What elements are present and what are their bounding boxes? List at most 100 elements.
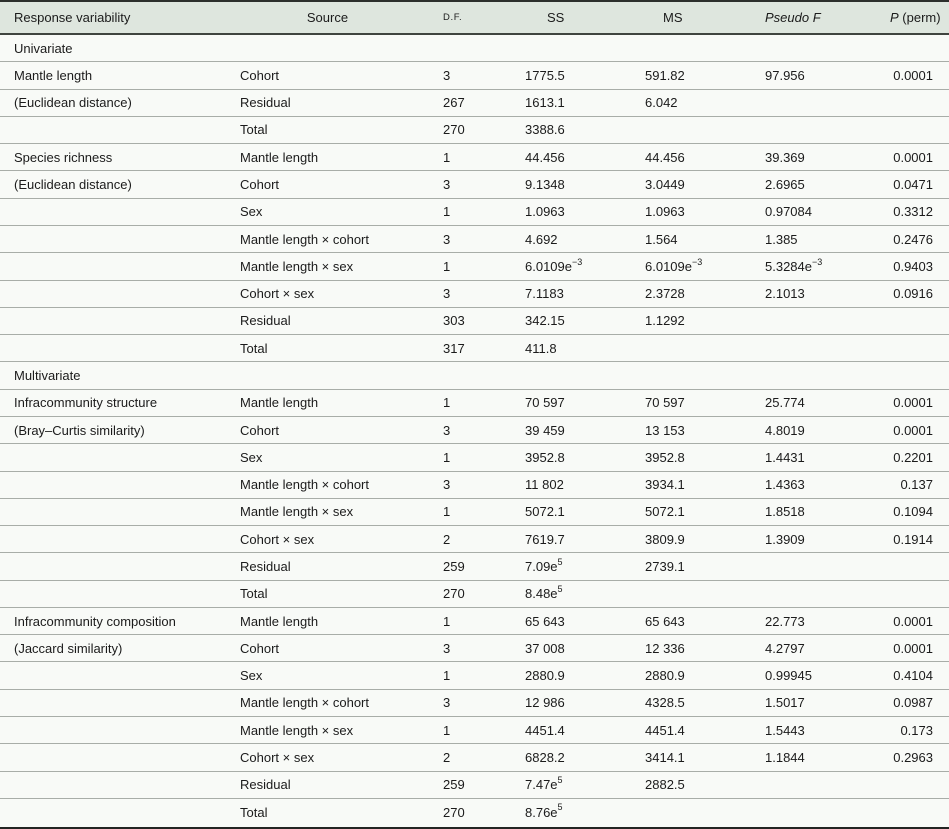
- table-row: Total 317 411.8: [0, 335, 949, 363]
- table-cell: Total: [240, 340, 268, 356]
- value-mantissa: 5.3284e: [765, 258, 812, 274]
- table-cell: 0.2201: [893, 449, 933, 465]
- table-cell: 25.774: [765, 395, 805, 411]
- table-cell: 1: [443, 722, 451, 738]
- table-cell: 2.3728: [645, 286, 685, 302]
- table-cell: 591.82: [645, 67, 685, 83]
- table-cell: Mantle length × cohort: [240, 231, 369, 247]
- table-row: Total 270 3388.6: [0, 117, 949, 145]
- table-cell: 1.8518: [765, 504, 805, 520]
- table-cell: 4451.4: [525, 722, 565, 738]
- table-cell: 12 986: [525, 695, 565, 711]
- table-cell: 11 802: [525, 477, 564, 493]
- table-cell: 12 336: [645, 640, 685, 656]
- table-cell: (Euclidean distance): [14, 95, 132, 111]
- table-cell: Cohort: [240, 422, 280, 438]
- table-cell: Mantle length × sex: [240, 258, 354, 274]
- table-cell: 2880.9: [645, 668, 685, 684]
- section-row: Univariate: [0, 35, 949, 63]
- table-body: Univariate Mantle length Cohort 3 1775.5 591.…: [0, 35, 949, 825]
- table-cell: 4.692: [525, 231, 558, 247]
- table-row: Sex 1 3952.8 3952.8 1.4431 0.2201: [0, 444, 949, 472]
- table-cell: 1: [443, 258, 451, 274]
- table-cell: (Euclidean distance): [14, 177, 132, 193]
- table-cell: 2: [443, 531, 451, 547]
- section-row: Multivariate: [0, 362, 949, 390]
- table-cell: 1.5443: [765, 722, 805, 738]
- table-cell: 0.2963: [893, 749, 933, 765]
- table-cell: 22.773: [765, 613, 805, 629]
- header-p-symbol: P: [890, 10, 899, 25]
- table-cell: 1.1292: [645, 313, 685, 329]
- table-cell: 13 153: [645, 422, 685, 438]
- header-pseudo-f: Pseudo F: [765, 10, 821, 25]
- table-cell: 267: [443, 95, 465, 111]
- header-df: D.F.: [443, 12, 463, 23]
- table-row: Mantle length × cohort 3 12 986 4328.5 1.501…: [0, 690, 949, 718]
- table-cell: 5072.1: [645, 504, 685, 520]
- table-cell: 1: [443, 613, 451, 629]
- table-cell: 0.0001: [893, 149, 933, 165]
- table-cell: Sex: [240, 204, 263, 220]
- table-cell: 3809.9: [645, 531, 685, 547]
- table-cell: Total: [240, 122, 268, 138]
- table-row: Sex 1 1.0963 1.0963 0.97084 0.3312: [0, 199, 949, 226]
- value-mantissa: 6.0109e: [525, 258, 572, 274]
- table-row: Infracommunity composition Mantle length 1…: [0, 608, 949, 636]
- table-cell: 259: [443, 777, 465, 793]
- table-cell: 0.9403: [893, 258, 933, 274]
- table-cell: (Bray–Curtis similarity): [14, 422, 145, 438]
- header-response-variability: Response variability: [14, 10, 131, 25]
- table-row: Mantle length × cohort 3 4.692 1.564 1.385 0.…: [0, 226, 949, 254]
- value-mantissa: 7.47e: [525, 777, 558, 793]
- table-cell: 3952.8: [525, 449, 565, 465]
- table-cell: 70 597: [525, 395, 565, 411]
- table-cell: Total: [240, 586, 268, 602]
- table-cell: Residual: [240, 95, 291, 111]
- table-cell: 3: [443, 422, 451, 438]
- table-cell: 70 597: [645, 395, 685, 411]
- table-row: Mantle length × sex 1 5072.1 5072.1 1.8518 0.…: [0, 499, 949, 527]
- table-cell: 44.456: [525, 149, 565, 165]
- table-cell: 8.48e5: [511, 583, 631, 601]
- table-cell: 5072.1: [525, 504, 565, 520]
- table-cell: 0.0471: [893, 177, 933, 193]
- table-cell: 1.3909: [765, 531, 805, 547]
- table-cell: 3: [443, 177, 451, 193]
- table-cell: 0.1094: [893, 504, 933, 520]
- table-cell: 1.385: [765, 231, 798, 247]
- table-row: Mantle length × cohort 3 11 802 3934.1 1.436…: [0, 472, 949, 499]
- table-cell: 3: [443, 695, 451, 711]
- table-cell: 7.1183: [525, 286, 564, 302]
- table-cell: 1.4431: [765, 449, 805, 465]
- value-exponent: 5: [557, 583, 563, 594]
- table-row: (Jaccard similarity) Cohort 3 37 008 12 336 4…: [0, 635, 949, 663]
- table-cell: 342.15: [525, 313, 565, 329]
- table-cell: 1: [443, 504, 451, 520]
- table-cell: Mantle length: [14, 67, 93, 83]
- table-cell: 3: [443, 640, 451, 656]
- header-source: Source: [306, 10, 349, 25]
- table-cell: Sex: [240, 449, 263, 465]
- table-cell: 7.47e5: [511, 774, 631, 793]
- table-cell: 4451.4: [645, 722, 685, 738]
- table-cell: 6.0109e−3: [511, 257, 631, 274]
- table-cell: 0.1914: [893, 531, 933, 547]
- table-cell: (Jaccard similarity): [14, 640, 123, 656]
- table-cell: 3: [443, 231, 451, 247]
- table-cell: 1: [443, 449, 451, 465]
- table-row: Residual 259 7.09e5 2739.1: [0, 553, 949, 581]
- table-cell: Total: [240, 804, 268, 820]
- table-cell: 1.5017: [765, 695, 805, 711]
- table-cell: 39 459: [525, 422, 565, 438]
- table-cell: 8.76e5: [511, 802, 631, 820]
- table-cell: 3952.8: [645, 449, 685, 465]
- table-cell: 0.0001: [893, 613, 933, 629]
- table-cell: Residual: [240, 777, 291, 793]
- value-exponent: 5: [557, 774, 563, 785]
- value-exponent: 5: [557, 802, 563, 813]
- table-cell: Residual: [240, 313, 291, 329]
- table-cell: 2880.9: [525, 668, 565, 684]
- table-cell: 0.97084: [765, 204, 812, 220]
